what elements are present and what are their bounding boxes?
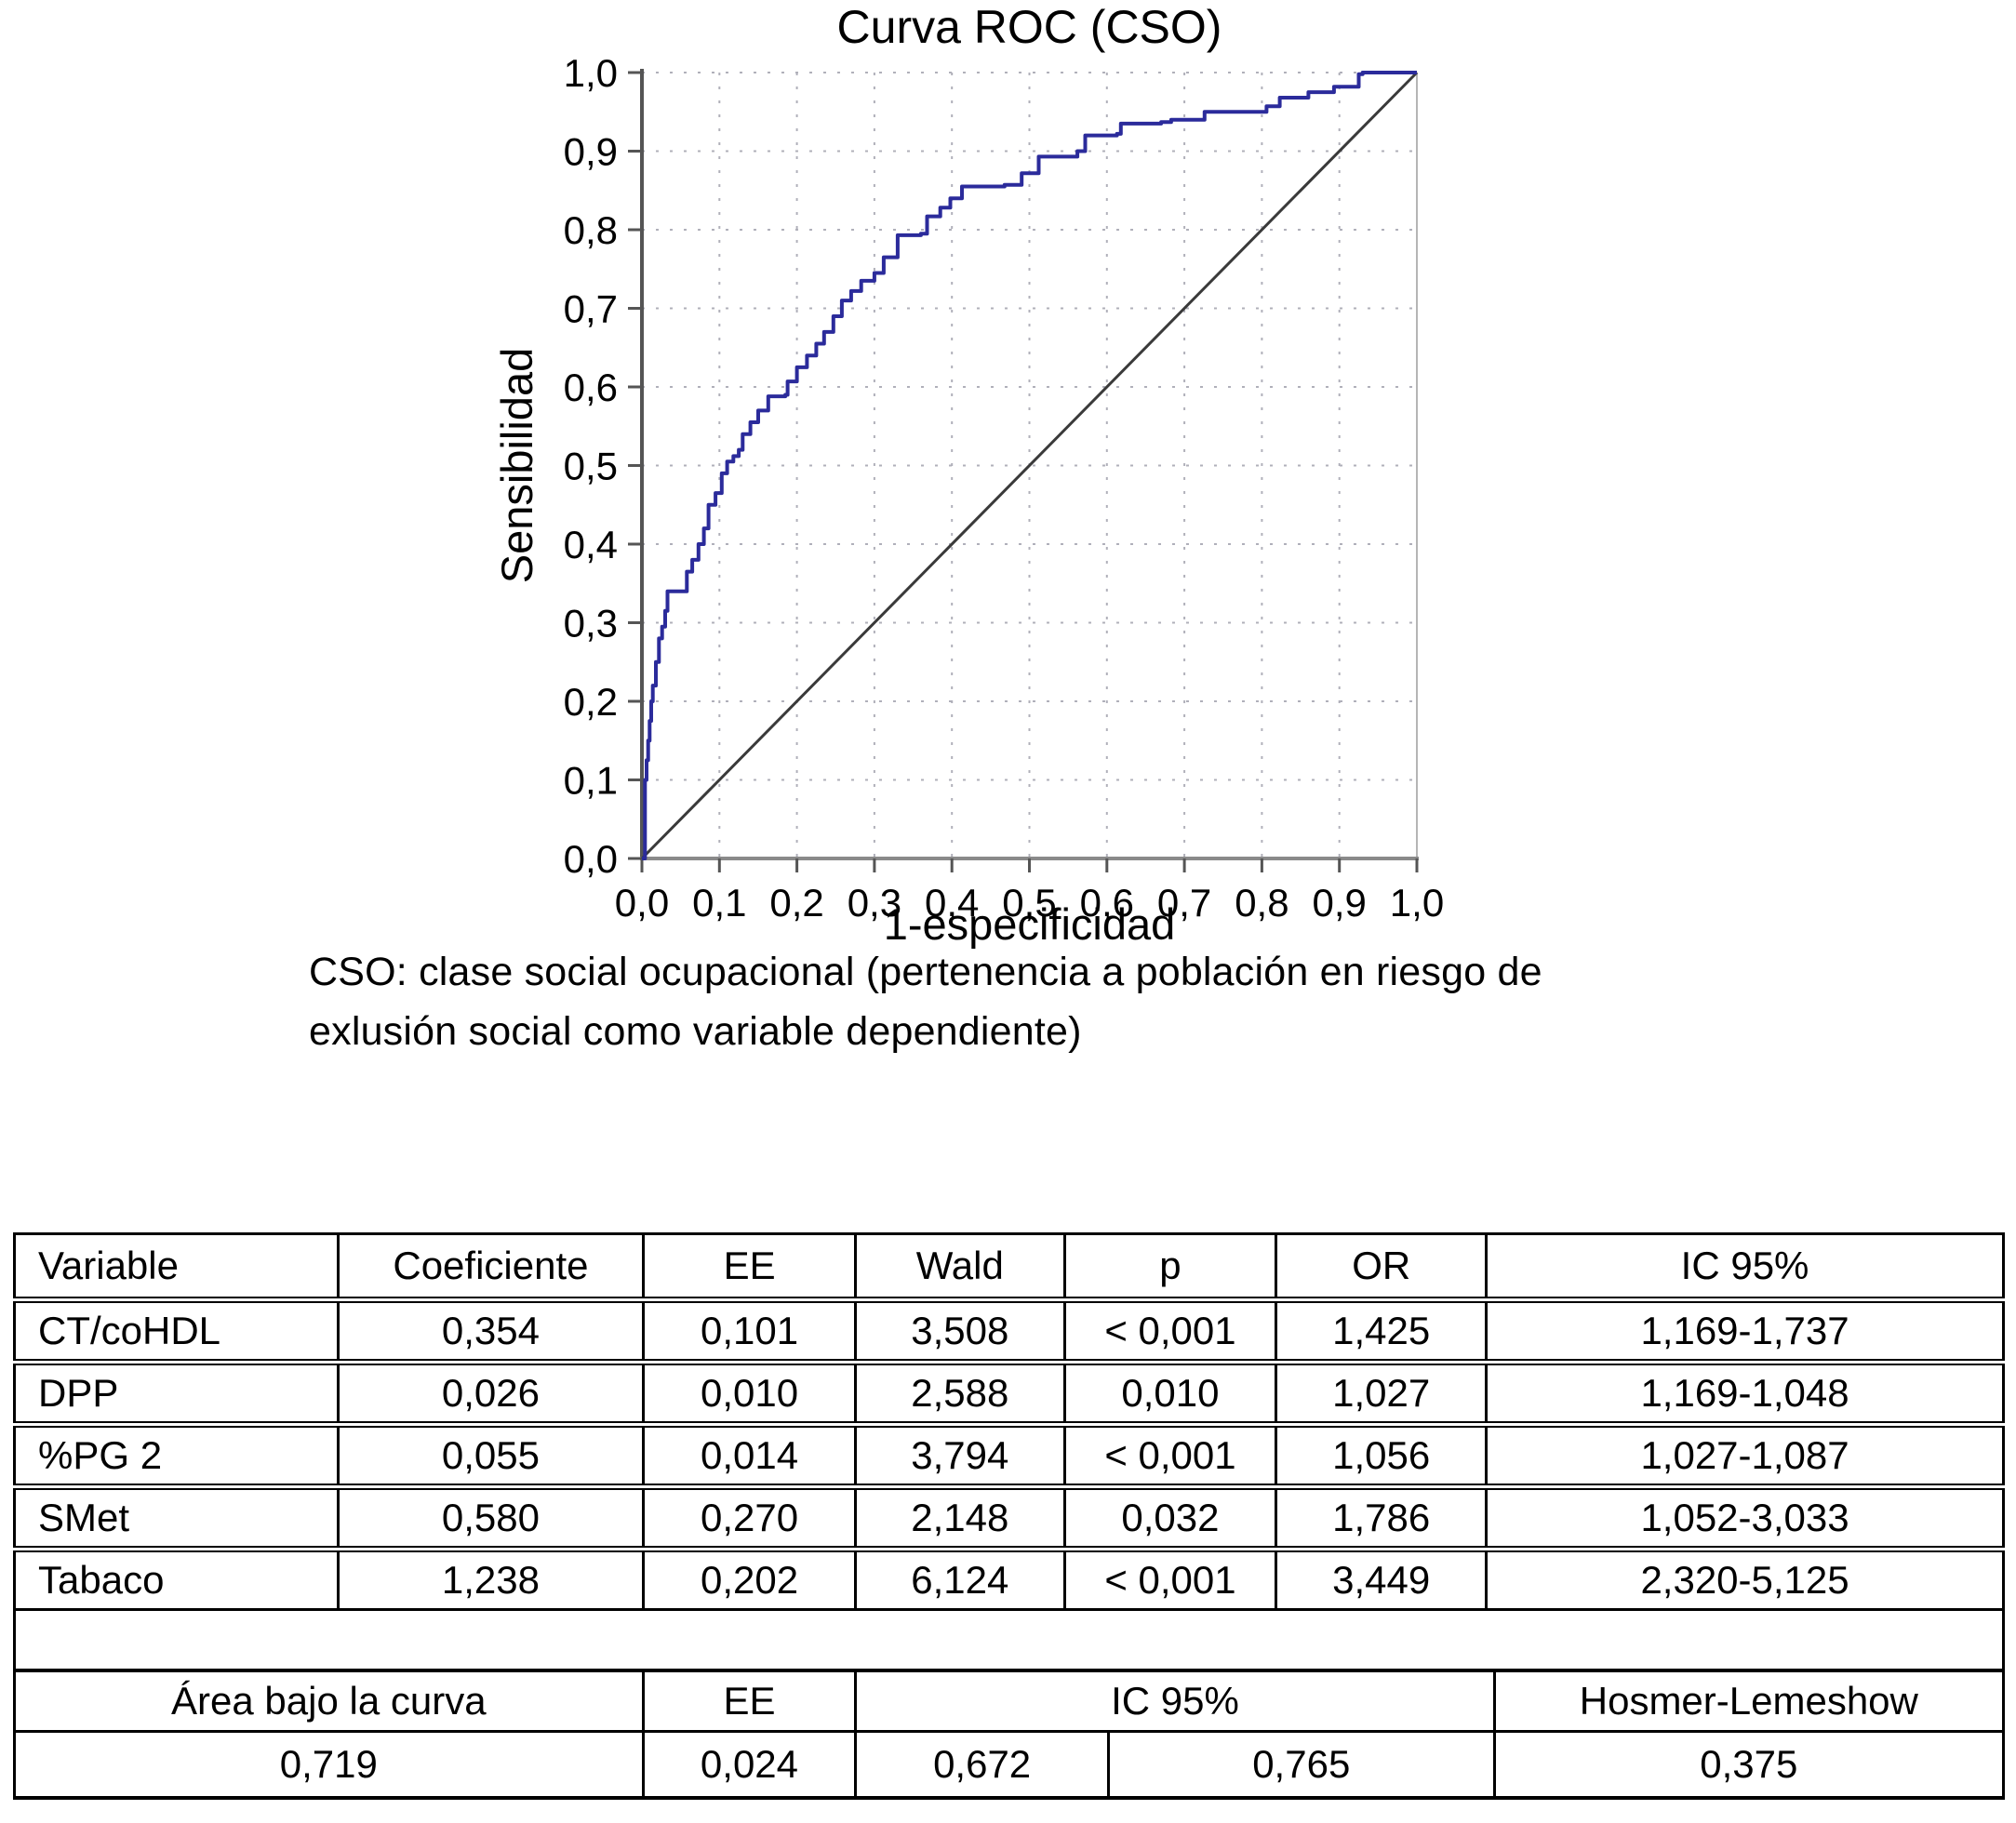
ic95-low-value: 0,672 xyxy=(854,1730,1110,1800)
col-header-ic95: IC 95% xyxy=(1485,1232,2005,1303)
y-tick-label: 0,1 xyxy=(564,759,618,803)
table-cell: CT/coHDL xyxy=(13,1297,340,1364)
table-cell: 0,055 xyxy=(336,1421,646,1488)
col-header-auc-ic95: IC 95% xyxy=(854,1669,1496,1733)
table-cell: 0,010 xyxy=(642,1359,857,1426)
x-tick-label: 0,2 xyxy=(769,881,823,925)
ic95-high-value: 0,765 xyxy=(1106,1730,1496,1800)
auc-ee-value: 0,024 xyxy=(641,1730,858,1800)
table-cell: 1,056 xyxy=(1275,1421,1489,1488)
empty-spacer-row xyxy=(13,1611,2005,1669)
hosmer-value: 0,375 xyxy=(1492,1730,2006,1800)
table-cell: 0,101 xyxy=(642,1297,857,1364)
figure-caption: CSO: clase social ocupacional (pertenenc… xyxy=(309,943,1816,1061)
regression-table: Variable Coeficiente EE Wald p OR IC 95%… xyxy=(13,1232,2005,1611)
x-tick-label: 1,0 xyxy=(1390,881,1444,925)
y-tick-label: 0,5 xyxy=(564,445,618,488)
table-cell: DPP xyxy=(13,1359,340,1426)
table-cell: 0,270 xyxy=(642,1484,857,1550)
table-cell: 0,032 xyxy=(1062,1484,1278,1550)
results-tables: Variable Coeficiente EE Wald p OR IC 95%… xyxy=(13,1232,2006,1800)
table-cell: 2,588 xyxy=(853,1359,1066,1426)
table-cell: 1,027 xyxy=(1275,1359,1489,1426)
col-header-auc: Área bajo la curva xyxy=(13,1669,645,1733)
col-header-coeficiente: Coeficiente xyxy=(336,1232,646,1303)
table-row-ct-cohdl: CT/coHDL 0,354 0,101 3,508 < 0,001 1,425… xyxy=(13,1297,2005,1364)
y-axis-label: Sensibilidad xyxy=(492,348,541,583)
col-header-p: p xyxy=(1062,1232,1278,1303)
col-header-wald: Wald xyxy=(853,1232,1066,1303)
table-row-tabaco: Tabaco 1,238 0,202 6,124 < 0,001 3,449 2… xyxy=(13,1546,2005,1611)
table-cell: < 0,001 xyxy=(1062,1546,1278,1611)
table-cell: 0,010 xyxy=(1062,1359,1278,1426)
table-cell: 3,449 xyxy=(1275,1546,1489,1611)
reference-diagonal-line xyxy=(640,71,1419,860)
table-cell: SMet xyxy=(13,1484,340,1550)
table-cell: 1,425 xyxy=(1275,1297,1489,1364)
x-tick-label: 0,4 xyxy=(925,881,979,925)
roc-curve xyxy=(642,71,1417,860)
col-header-variable: Variable xyxy=(13,1232,340,1303)
y-tick-label: 0,7 xyxy=(564,287,618,331)
table-cell: Tabaco xyxy=(13,1546,340,1611)
x-tick-label: 0,8 xyxy=(1235,881,1288,925)
table-cell: 0,354 xyxy=(336,1297,646,1364)
roc-chart: 0,00,0 0,1 0,1 0,2 0,2 0,3 0,3 0,4 0,4 0,5 0,5 0,6 0… xyxy=(492,1,1444,949)
col-header-hosmer-lemeshow: Hosmer-Lemeshow xyxy=(1492,1669,2006,1733)
y-tick-label: 0,2 xyxy=(564,680,618,724)
y-tick-label: 1,0 xyxy=(564,51,618,95)
table-cell: 1,027-1,087 xyxy=(1485,1421,2005,1488)
x-tick-label: 0,5 xyxy=(1002,881,1056,925)
caption-line-2: exlusión social como variable dependient… xyxy=(309,1008,1082,1054)
table-cell: 1,169-1,048 xyxy=(1485,1359,2005,1426)
caption-line-1: CSO: clase social ocupacional (pertenenc… xyxy=(309,950,1542,994)
table-cell: 0,026 xyxy=(336,1359,646,1426)
table-cell: 3,794 xyxy=(853,1421,1066,1488)
y-tick-label: 0,0 xyxy=(564,837,618,881)
col-header-ee: EE xyxy=(642,1232,857,1303)
table-row-pg2: %PG 2 0,055 0,014 3,794 < 0,001 1,056 1,… xyxy=(13,1421,2005,1488)
x-tick-label: 0,0 xyxy=(615,881,669,925)
y-tick-label: 0,3 xyxy=(564,602,618,645)
col-header-auc-ee: EE xyxy=(641,1669,858,1733)
y-tick-label: 0,9 xyxy=(564,130,618,174)
auc-value-row: 0,719 0,024 0,672 0,765 0,375 xyxy=(13,1730,2006,1800)
auc-table: Área bajo la curva EE IC 95% Hosmer-Leme… xyxy=(13,1669,2006,1800)
table-cell: 2,148 xyxy=(853,1484,1066,1550)
table-cell: 1,238 xyxy=(336,1546,646,1611)
table-cell: < 0,001 xyxy=(1062,1297,1278,1364)
table-cell: 1,169-1,737 xyxy=(1485,1297,2005,1364)
x-tick-label: 0,6 xyxy=(1080,881,1134,925)
x-axis-label: 1-especificidad xyxy=(884,899,1176,949)
table-cell: < 0,001 xyxy=(1062,1421,1278,1488)
table-cell: 1,052-3,033 xyxy=(1485,1484,2005,1550)
y-tick-label: 0,6 xyxy=(564,366,618,409)
table-cell: 3,508 xyxy=(853,1297,1066,1364)
table-cell: 6,124 xyxy=(853,1546,1066,1611)
x-tick-label: 0,1 xyxy=(692,881,746,925)
x-tick-label: 0,7 xyxy=(1157,881,1211,925)
table-cell: 2,320-5,125 xyxy=(1485,1546,2005,1611)
auc-value: 0,719 xyxy=(13,1730,645,1800)
table-row-smet: SMet 0,580 0,270 2,148 0,032 1,786 1,052… xyxy=(13,1484,2005,1550)
table-cell: 1,786 xyxy=(1275,1484,1489,1550)
regression-header-row: Variable Coeficiente EE Wald p OR IC 95% xyxy=(13,1232,2005,1303)
table-cell: 0,014 xyxy=(642,1421,857,1488)
y-tick-label: 0,4 xyxy=(564,523,618,566)
table-row-dpp: DPP 0,026 0,010 2,588 0,010 1,027 1,169-… xyxy=(13,1359,2005,1426)
y-tick-label: 0,8 xyxy=(564,208,618,252)
x-tick-label: 0,3 xyxy=(848,881,901,925)
table-cell: 0,202 xyxy=(642,1546,857,1611)
auc-header-row: Área bajo la curva EE IC 95% Hosmer-Leme… xyxy=(13,1669,2006,1733)
table-cell: %PG 2 xyxy=(13,1421,340,1488)
x-tick-label: 0,9 xyxy=(1313,881,1367,925)
chart-title: Curva ROC (CSO) xyxy=(837,1,1222,53)
table-cell: 0,580 xyxy=(336,1484,646,1550)
col-header-or: OR xyxy=(1275,1232,1489,1303)
